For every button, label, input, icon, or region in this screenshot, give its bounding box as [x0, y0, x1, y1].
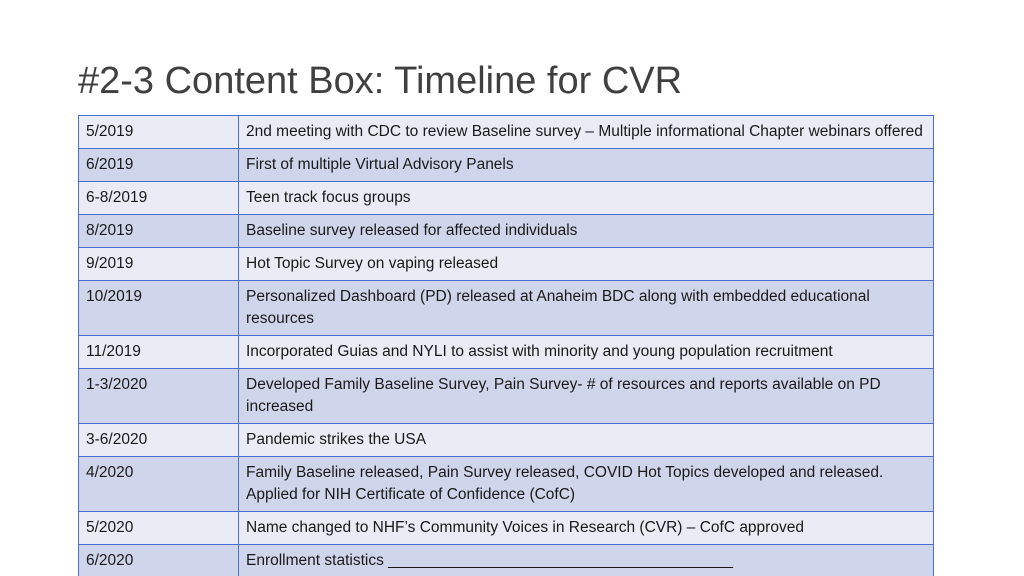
date-cell: 6/2020: [78, 544, 239, 576]
event-cell: Pandemic strikes the USA: [238, 423, 934, 457]
event-cell: Hot Topic Survey on vaping released: [238, 247, 934, 281]
table-row: 11/2019 Incorporated Guias and NYLI to as…: [78, 335, 934, 369]
event-cell: Enrollment statistics __________________…: [238, 544, 934, 576]
table-row: 3-6/2020 Pandemic strikes the USA: [78, 423, 934, 457]
slide-title: #2-3 Content Box: Timeline for CVR: [78, 60, 683, 102]
table-row: 6/2020 Enrollment statistics ____________…: [78, 544, 934, 576]
event-cell: Personalized Dashboard (PD) released at …: [238, 280, 934, 336]
date-cell: 6/2019: [78, 148, 239, 182]
date-cell: 5/2019: [78, 115, 239, 149]
table-row: 5/2019 2nd meeting with CDC to review Bas…: [78, 115, 934, 149]
event-cell: Teen track focus groups: [238, 181, 934, 215]
date-cell: 6-8/2019: [78, 181, 239, 215]
table-row: 4/2020 Family Baseline released, Pain Sur…: [78, 456, 934, 512]
date-cell: 8/2019: [78, 214, 239, 248]
event-cell: First of multiple Virtual Advisory Panel…: [238, 148, 934, 182]
event-cell: Incorporated Guias and NYLI to assist wi…: [238, 335, 934, 369]
table-container: 5/2019 2nd meeting with CDC to review Bas…: [78, 115, 935, 576]
table-row: 5/2020 Name changed to NHF’s Community Vo…: [78, 511, 934, 545]
event-cell: 2nd meeting with CDC to review Baseline …: [238, 115, 934, 149]
event-cell: Family Baseline released, Pain Survey re…: [238, 456, 934, 512]
date-cell: 3-6/2020: [78, 423, 239, 457]
date-cell: 1-3/2020: [78, 368, 239, 424]
table-row: 1-3/2020 Developed Family Baseline Survey…: [78, 368, 934, 424]
event-cell: Baseline survey released for affected in…: [238, 214, 934, 248]
table-row: 6/2019 First of multiple Virtual Advisory…: [78, 148, 934, 182]
date-cell: 9/2019: [78, 247, 239, 281]
timeline-table: 5/2019 2nd meeting with CDC to review Bas…: [78, 115, 934, 576]
table-row: 9/2019 Hot Topic Survey on vaping release…: [78, 247, 934, 281]
table-row: 8/2019 Baseline survey released for affec…: [78, 214, 934, 248]
date-cell: 5/2020: [78, 511, 239, 545]
table-row: 10/2019 Personalized Dashboard (PD) relea…: [78, 280, 934, 336]
date-cell: 4/2020: [78, 456, 239, 512]
table-row: 6-8/2019 Teen track focus groups: [78, 181, 934, 215]
event-cell: Developed Family Baseline Survey, Pain S…: [238, 368, 934, 424]
date-cell: 11/2019: [78, 335, 239, 369]
event-cell: Name changed to NHF’s Community Voices i…: [238, 511, 934, 545]
date-cell: 10/2019: [78, 280, 239, 336]
